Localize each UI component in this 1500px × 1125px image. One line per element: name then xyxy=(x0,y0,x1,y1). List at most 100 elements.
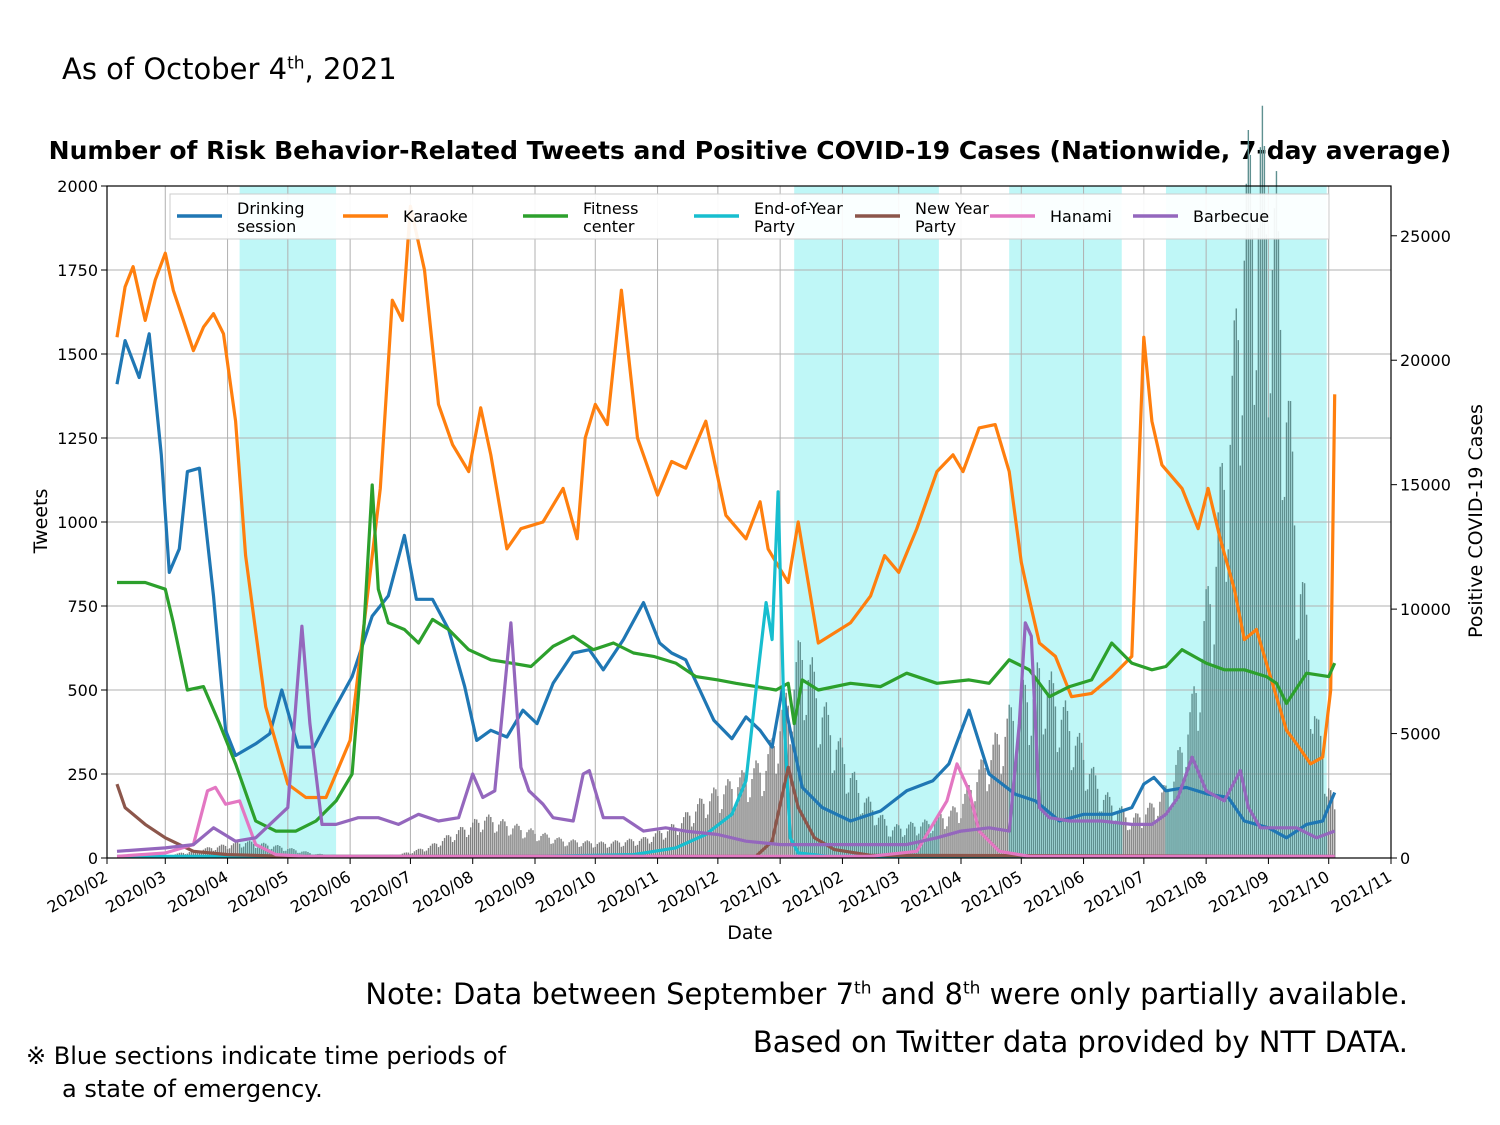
case-bar xyxy=(932,830,934,858)
case-bar xyxy=(624,842,627,858)
series-line-barbecue xyxy=(116,621,1336,853)
case-bar xyxy=(222,844,225,858)
case-bar xyxy=(530,828,532,858)
case-bar xyxy=(281,847,283,858)
case-bar xyxy=(238,843,241,858)
case-bar xyxy=(703,803,705,858)
x-tick-label: 2021/03 xyxy=(836,867,903,917)
case-bar xyxy=(1311,733,1314,858)
emergency-note: ※ Blue sections indicate time periods of… xyxy=(26,1040,526,1106)
case-bar xyxy=(1323,793,1326,858)
case-bar xyxy=(873,825,876,858)
case-bar xyxy=(1018,713,1020,858)
case-bar xyxy=(807,679,809,858)
case-bar xyxy=(998,744,1000,858)
case-bar xyxy=(220,844,223,858)
legend-label: Karaoke xyxy=(403,207,468,226)
case-bar xyxy=(520,830,522,858)
case-bar xyxy=(441,841,444,858)
x-tick-label: 2020/02 xyxy=(44,867,111,917)
case-bar xyxy=(602,842,605,858)
case-bar xyxy=(425,850,428,858)
case-bar xyxy=(1231,375,1233,858)
case-bar xyxy=(741,770,743,858)
y2-tick-label: 15000 xyxy=(1400,476,1451,495)
case-bar xyxy=(244,843,247,858)
case-bar xyxy=(1305,614,1308,858)
case-bar xyxy=(1119,807,1121,858)
case-bar xyxy=(1319,735,1322,858)
case-bar xyxy=(1271,270,1274,858)
case-bar xyxy=(498,824,500,858)
case-bar xyxy=(548,837,550,858)
case-bar xyxy=(494,832,496,858)
y-tick-label: 1750 xyxy=(57,261,98,280)
case-bar xyxy=(1042,734,1045,858)
case-bar xyxy=(1062,707,1065,858)
case-bar xyxy=(1072,767,1075,858)
case-bar xyxy=(1157,815,1159,858)
case-bar xyxy=(1147,807,1149,858)
case-bar xyxy=(687,812,689,858)
case-bar xyxy=(1121,806,1123,858)
x-axis-label: Date xyxy=(727,922,772,944)
case-bar xyxy=(815,698,818,858)
case-bar xyxy=(242,846,245,858)
data-credit: Based on Twitter data provided by NTT DA… xyxy=(752,1025,1408,1059)
case-bar xyxy=(797,640,799,858)
case-bar xyxy=(305,851,307,858)
case-bar xyxy=(1155,820,1157,858)
case-bar xyxy=(449,836,452,858)
case-bar xyxy=(1259,147,1262,858)
case-bar xyxy=(610,843,613,858)
case-bar xyxy=(956,812,958,858)
as-of-date: As of October 4th, 2021 xyxy=(62,52,397,86)
case-bar xyxy=(516,823,518,858)
case-bar xyxy=(751,779,753,858)
case-bar xyxy=(1169,808,1171,858)
case-bar xyxy=(616,840,619,858)
case-bar xyxy=(863,802,866,858)
case-bar xyxy=(1299,594,1302,858)
case-bar xyxy=(279,845,281,858)
case-bar xyxy=(721,809,723,858)
case-bar xyxy=(413,851,416,858)
case-bar xyxy=(982,759,984,858)
case-bar xyxy=(642,837,645,858)
case-bar xyxy=(857,792,860,858)
case-bar xyxy=(757,763,759,858)
case-bar xyxy=(1100,811,1103,858)
x-tick-label: 2020/06 xyxy=(287,867,354,917)
case-bar xyxy=(1084,790,1087,858)
case-bar xyxy=(1197,730,1199,858)
case-bar xyxy=(994,732,996,858)
case-bar xyxy=(1034,677,1037,858)
case-bar xyxy=(1048,680,1051,858)
case-bar xyxy=(707,814,709,858)
case-bar xyxy=(478,822,480,858)
case-bar xyxy=(912,823,914,858)
case-bar xyxy=(486,816,488,858)
case-bar xyxy=(877,817,880,858)
case-bar xyxy=(1082,759,1085,858)
case-bar xyxy=(574,840,576,858)
case-bar xyxy=(618,842,621,858)
x-tick-label: 2021/09 xyxy=(1205,867,1272,917)
case-bar xyxy=(536,841,538,858)
case-bar xyxy=(1235,308,1237,858)
case-bar xyxy=(885,825,888,858)
case-bar xyxy=(1115,820,1117,858)
case-bar xyxy=(978,769,980,858)
case-bar xyxy=(421,849,424,858)
case-bar xyxy=(879,815,882,858)
case-bar xyxy=(196,850,199,858)
case-bar xyxy=(695,811,697,858)
case-bar xyxy=(769,739,771,858)
case-bar xyxy=(779,731,781,858)
case-bar xyxy=(1076,736,1079,858)
case-bar xyxy=(562,841,564,858)
case-bar xyxy=(1330,790,1332,858)
case-bar xyxy=(725,785,727,858)
